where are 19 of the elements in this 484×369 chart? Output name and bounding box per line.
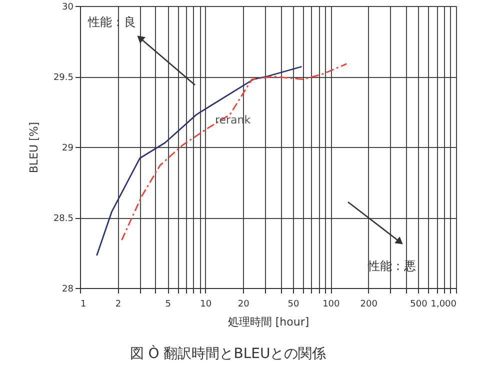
x-tick-label: 2: [115, 300, 122, 310]
x-tick-label: 20: [238, 300, 250, 310]
x-tick-label: 1: [80, 300, 86, 310]
y-tick-label: 28: [62, 284, 74, 294]
x-axis-title: 処理時間 [hour]: [228, 316, 310, 328]
x-tick-label: 10: [200, 300, 212, 310]
y-tick-label: 28.5: [53, 214, 74, 224]
annotation: 性能：良: [87, 15, 136, 29]
x-tick-label: 1,000: [430, 300, 457, 310]
x-tick-label: 50: [288, 300, 300, 310]
x-tick-label: 500: [410, 300, 428, 310]
text: 図 Ò 翻訳時間とBLEUとの関係: [130, 345, 326, 362]
y-axis-title: BLEU [%]: [27, 122, 40, 174]
y-tick-label: 29.5: [53, 73, 74, 83]
y-tick-label: 29: [62, 144, 74, 154]
x-tick-label: 100: [322, 300, 340, 310]
x-tick-label: 5: [165, 300, 171, 310]
x-tick-label: 200: [360, 300, 378, 310]
y-tick-label: 30: [62, 2, 74, 12]
